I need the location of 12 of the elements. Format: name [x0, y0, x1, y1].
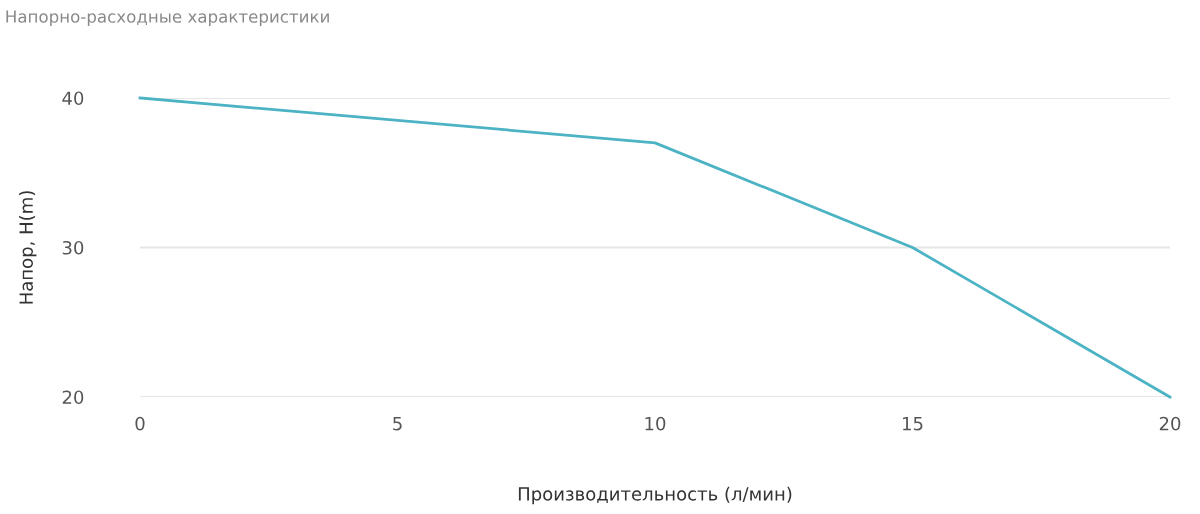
- y-tick-label: 20: [62, 390, 84, 405]
- y-axis-title: Напор, H(m): [19, 191, 37, 304]
- y-tick-label: 40: [62, 91, 84, 106]
- x-tick-label: 20: [1159, 416, 1181, 431]
- x-tick-label: 15: [903, 417, 923, 431]
- line-series: [138, 96, 1172, 399]
- x-tick-label: 10: [645, 416, 666, 431]
- x-tick-label: 0: [135, 416, 145, 431]
- x-tick-label: 5: [393, 417, 402, 431]
- x-axis-title: Производительность (л/мин): [518, 486, 792, 505]
- y-tick-label: 30: [62, 240, 84, 255]
- chart-title: Напорно-расходные характеристики: [6, 10, 329, 27]
